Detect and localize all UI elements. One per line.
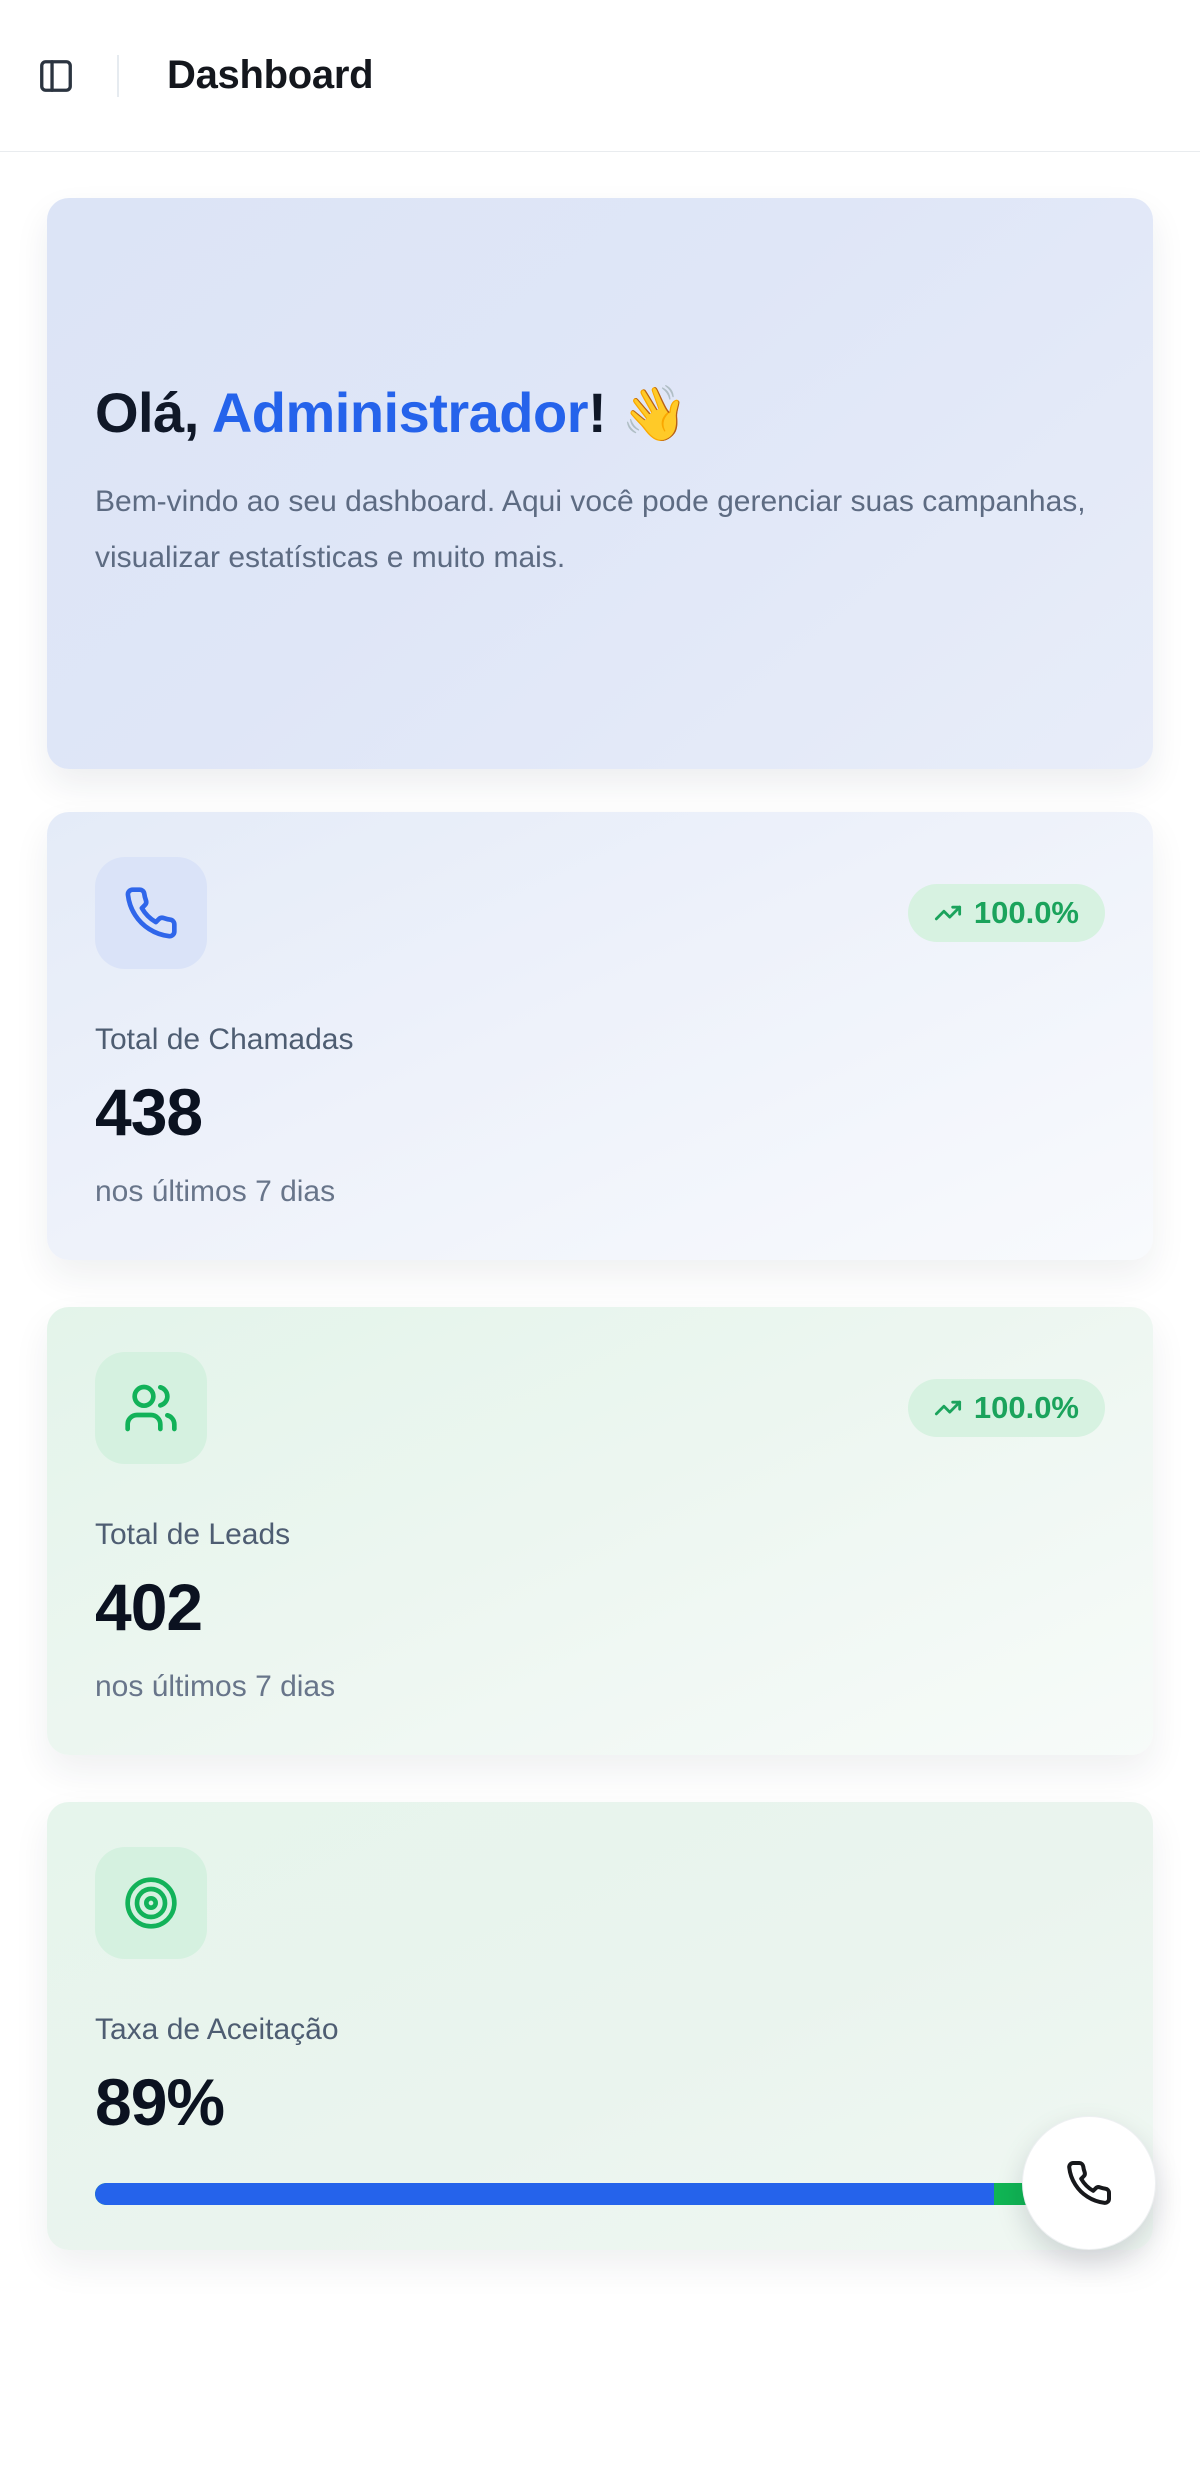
users-icon-box <box>95 1352 207 1464</box>
acceptance-progress-fill <box>95 2183 994 2205</box>
welcome-heading: Olá, Administrador! 👋 <box>95 381 1105 445</box>
target-icon-box <box>95 1847 207 1959</box>
user-name: Administrador <box>211 381 589 445</box>
top-bar: Dashboard <box>0 0 1200 152</box>
target-icon <box>123 1875 179 1931</box>
wave-emoji: 👋 <box>621 384 688 445</box>
stat-label: Total de Chamadas <box>95 1023 354 1056</box>
trending-up-icon <box>934 1394 962 1422</box>
stat-card-top-row: 100.0% <box>95 1352 1105 1464</box>
call-fab-button[interactable] <box>1022 2116 1156 2250</box>
phone-icon <box>123 885 179 941</box>
greeting-prefix: Olá, <box>95 381 212 445</box>
phone-icon-box <box>95 857 207 969</box>
panel-left-icon <box>37 57 75 95</box>
trend-badge: 100.0% <box>907 884 1105 942</box>
stat-card-aceitacao: Taxa de Aceitação 89% <box>47 1802 1156 2250</box>
trend-badge: 100.0% <box>907 1379 1105 1437</box>
dashboard-page: Dashboard Olá, Administrador! 👋 Bem-vind… <box>0 0 1200 2250</box>
stat-card-leads: 100.0% Total de Leads 402 nos últimos 7 … <box>47 1307 1153 1755</box>
stat-sublabel: nos últimos 7 dias <box>95 1175 336 1208</box>
stat-card-top-row: 100.0% <box>95 857 1105 969</box>
trend-badge-value: 100.0% <box>973 895 1079 930</box>
users-icon <box>123 1380 179 1436</box>
phone-icon <box>1065 2159 1113 2207</box>
main-content: Olá, Administrador! 👋 Bem-vindo ao seu d… <box>0 152 1200 2250</box>
trend-badge-value: 100.0% <box>973 1390 1079 1425</box>
stat-value: 89% <box>95 2065 225 2139</box>
header-divider <box>117 54 119 97</box>
page-title: Dashboard <box>167 53 374 97</box>
stat-card-top-row <box>95 1847 1105 1959</box>
sidebar-toggle-button[interactable] <box>33 53 79 99</box>
stat-value: 402 <box>95 1570 203 1644</box>
greeting-suffix: ! <box>588 381 607 445</box>
welcome-card: Olá, Administrador! 👋 Bem-vindo ao seu d… <box>47 198 1153 769</box>
welcome-description: Bem-vindo ao seu dashboard. Aqui você po… <box>95 484 1086 574</box>
stat-sublabel: nos últimos 7 dias <box>95 1670 336 1703</box>
stat-label: Taxa de Aceitação <box>95 2013 339 2046</box>
stat-label: Total de Leads <box>95 1518 291 1551</box>
trending-up-icon <box>934 899 962 927</box>
stat-card-chamadas: 100.0% Total de Chamadas 438 nos últimos… <box>47 812 1153 1260</box>
acceptance-progress-track <box>95 2183 1105 2205</box>
stat-value: 438 <box>95 1075 203 1149</box>
